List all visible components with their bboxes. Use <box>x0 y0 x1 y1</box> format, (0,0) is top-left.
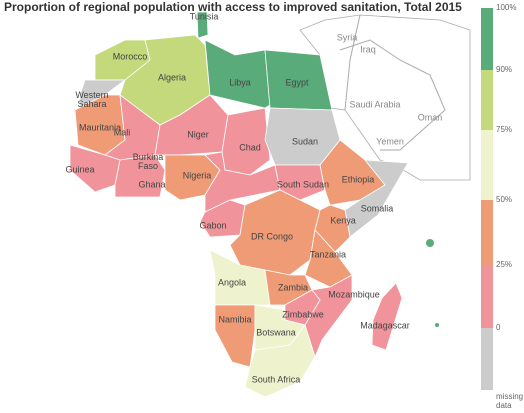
title: Proportion of regional population with a… <box>4 0 462 14</box>
legend-label: 100% <box>496 3 516 12</box>
country-shape <box>371 282 403 351</box>
region-label: Tanzania <box>310 249 346 259</box>
legend-label: 0 <box>496 323 501 332</box>
region-label: Western Sahara <box>75 90 108 109</box>
country-shape <box>426 239 434 247</box>
region-label: Zimbabwe <box>282 309 324 319</box>
region-label: DR Congo <box>251 231 293 241</box>
region-label: Chad <box>239 142 261 152</box>
region-label: Morocco <box>113 51 148 61</box>
region-label: Namibia <box>218 314 251 324</box>
country-shape <box>196 11 209 39</box>
region-label: Mali <box>114 127 131 137</box>
region-label: Egypt <box>285 77 309 87</box>
country-shape <box>435 323 439 327</box>
region-label: Yemen <box>376 136 404 146</box>
region-label: Algeria <box>158 72 186 82</box>
region-label: Zambia <box>278 282 308 292</box>
region-label: Madagascar <box>360 320 410 330</box>
legend-label: 75% <box>496 125 512 134</box>
border <box>339 39 446 151</box>
region-label: Mozambique <box>328 289 380 299</box>
legend-swatch <box>481 328 493 390</box>
legend: 100% 90% 75% 50% 25% 0 missing data <box>481 3 523 410</box>
region-label: Niger <box>187 129 209 139</box>
region-label: Botswana <box>256 327 296 337</box>
legend-swatch <box>481 70 493 130</box>
region-label: Somalia <box>361 203 394 213</box>
region-label: Saudi Arabia <box>349 99 400 109</box>
legend-swatch <box>481 200 493 265</box>
region-label: Kenya <box>330 215 356 225</box>
region-label: Libya <box>229 77 251 87</box>
region-label: Guinea <box>65 164 94 174</box>
region-label: Iraq <box>360 44 376 54</box>
country-shape <box>204 39 271 109</box>
country-shape <box>274 164 326 201</box>
region-label: South Africa <box>252 374 301 384</box>
country-shape <box>114 154 166 198</box>
countries <box>69 11 439 398</box>
region-label: Mauritania <box>79 122 121 132</box>
border <box>344 14 361 111</box>
legend-label: 50% <box>496 195 512 204</box>
legend-swatch <box>481 265 493 328</box>
region-label: Sudan <box>292 136 318 146</box>
region-label: Tunisia <box>190 11 219 21</box>
region-label: Syria <box>337 32 358 42</box>
region-label: Nigeria <box>183 170 212 180</box>
region-label: Gabon <box>199 220 226 230</box>
country-shape <box>244 324 316 398</box>
country-shape <box>229 189 321 276</box>
region-label: Oman <box>418 112 443 122</box>
legend-label: 90% <box>496 65 512 74</box>
region-label: Ghana <box>138 179 165 189</box>
region-label: South Sudan <box>277 179 329 189</box>
legend-label: missing data <box>496 392 523 410</box>
region-label: Ethiopia <box>342 174 375 184</box>
region-label: Burkina Faso <box>133 152 164 171</box>
legend-label: 25% <box>496 260 512 269</box>
legend-swatch <box>481 130 493 200</box>
legend-swatch <box>481 8 493 70</box>
region-label: Angola <box>218 277 246 287</box>
